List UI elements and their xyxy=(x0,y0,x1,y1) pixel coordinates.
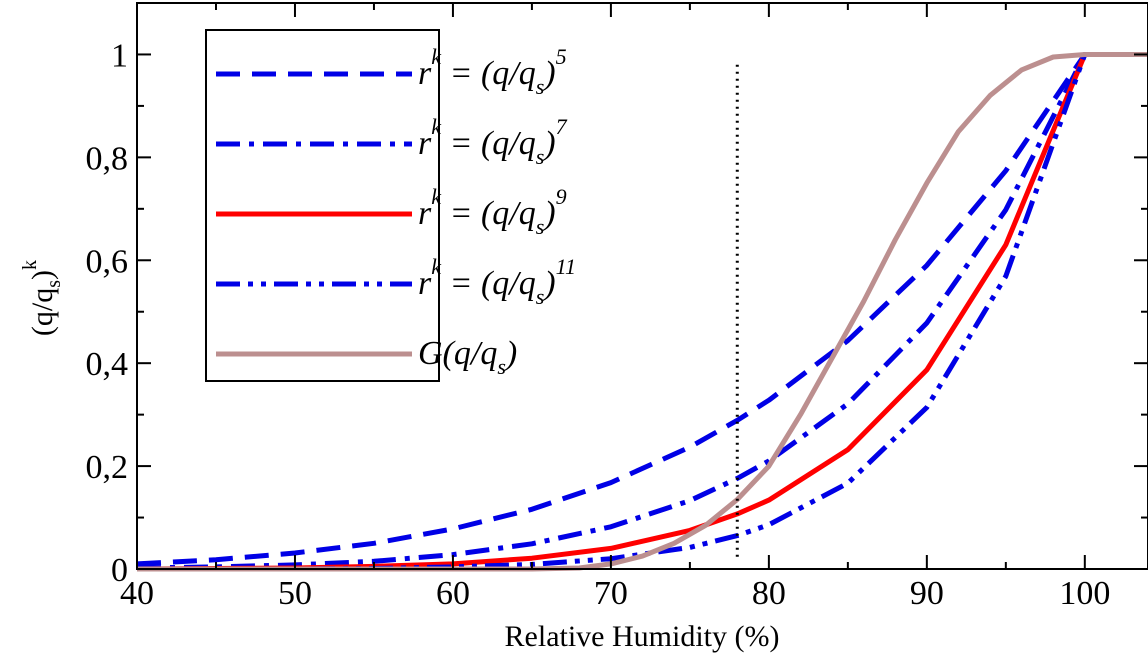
legend-label-3: rk = (q/qs)9 xyxy=(418,184,567,239)
y-tick-label: 0,8 xyxy=(86,140,129,177)
y-axis-label-sub: s xyxy=(43,280,65,288)
x-axis-label: Relative Humidity (%) xyxy=(505,620,780,653)
series-line-1 xyxy=(136,52,1148,567)
legend-box xyxy=(205,29,440,382)
x-tick-label: 80 xyxy=(752,575,786,612)
axis-labels-layer: Relative Humidity (%) (q/qs)k xyxy=(19,260,779,653)
y-tick-label: 1 xyxy=(111,37,128,74)
legend-label-4: rk = (q/qs)11 xyxy=(418,254,576,309)
x-tick-label: 40 xyxy=(120,575,154,612)
x-tick-label: 50 xyxy=(278,575,312,612)
y-tick-label: 0,2 xyxy=(86,449,129,486)
x-tick-label: 60 xyxy=(436,575,470,612)
y-axis-label-base: (q/q xyxy=(26,288,59,336)
y-tick-label: 0,6 xyxy=(86,243,129,280)
axis-ticks-layer: 40 50 60 70 80 90 100 0 0,2 0,4 0,6 0,8 1 xyxy=(86,3,1148,612)
legend: rk = (q/qs)5 rk = (q/qs)7 rk = (q/qs)9 rk =… xyxy=(205,29,576,382)
x-tick-label: 90 xyxy=(910,575,944,612)
series-line-5 xyxy=(137,52,1148,572)
x-tick-label: 100 xyxy=(1059,575,1110,612)
y-axis-label-sup: k xyxy=(19,260,41,270)
y-tick-label: 0 xyxy=(111,552,128,589)
series-line-2 xyxy=(136,52,1148,571)
plot-frame-layer xyxy=(136,2,1148,570)
y-tick-label: 0,4 xyxy=(86,346,129,383)
legend-label-1: rk = (q/qs)5 xyxy=(418,44,567,99)
plot-frame xyxy=(136,2,1148,570)
legend-label-2: rk = (q/qs)7 xyxy=(418,114,568,169)
legend-label-5: G(q/qs) xyxy=(418,335,517,379)
x-tick-label: 70 xyxy=(594,575,628,612)
y-axis-label-close: ) xyxy=(26,270,59,280)
y-axis-label: (q/qs)k xyxy=(19,260,65,336)
